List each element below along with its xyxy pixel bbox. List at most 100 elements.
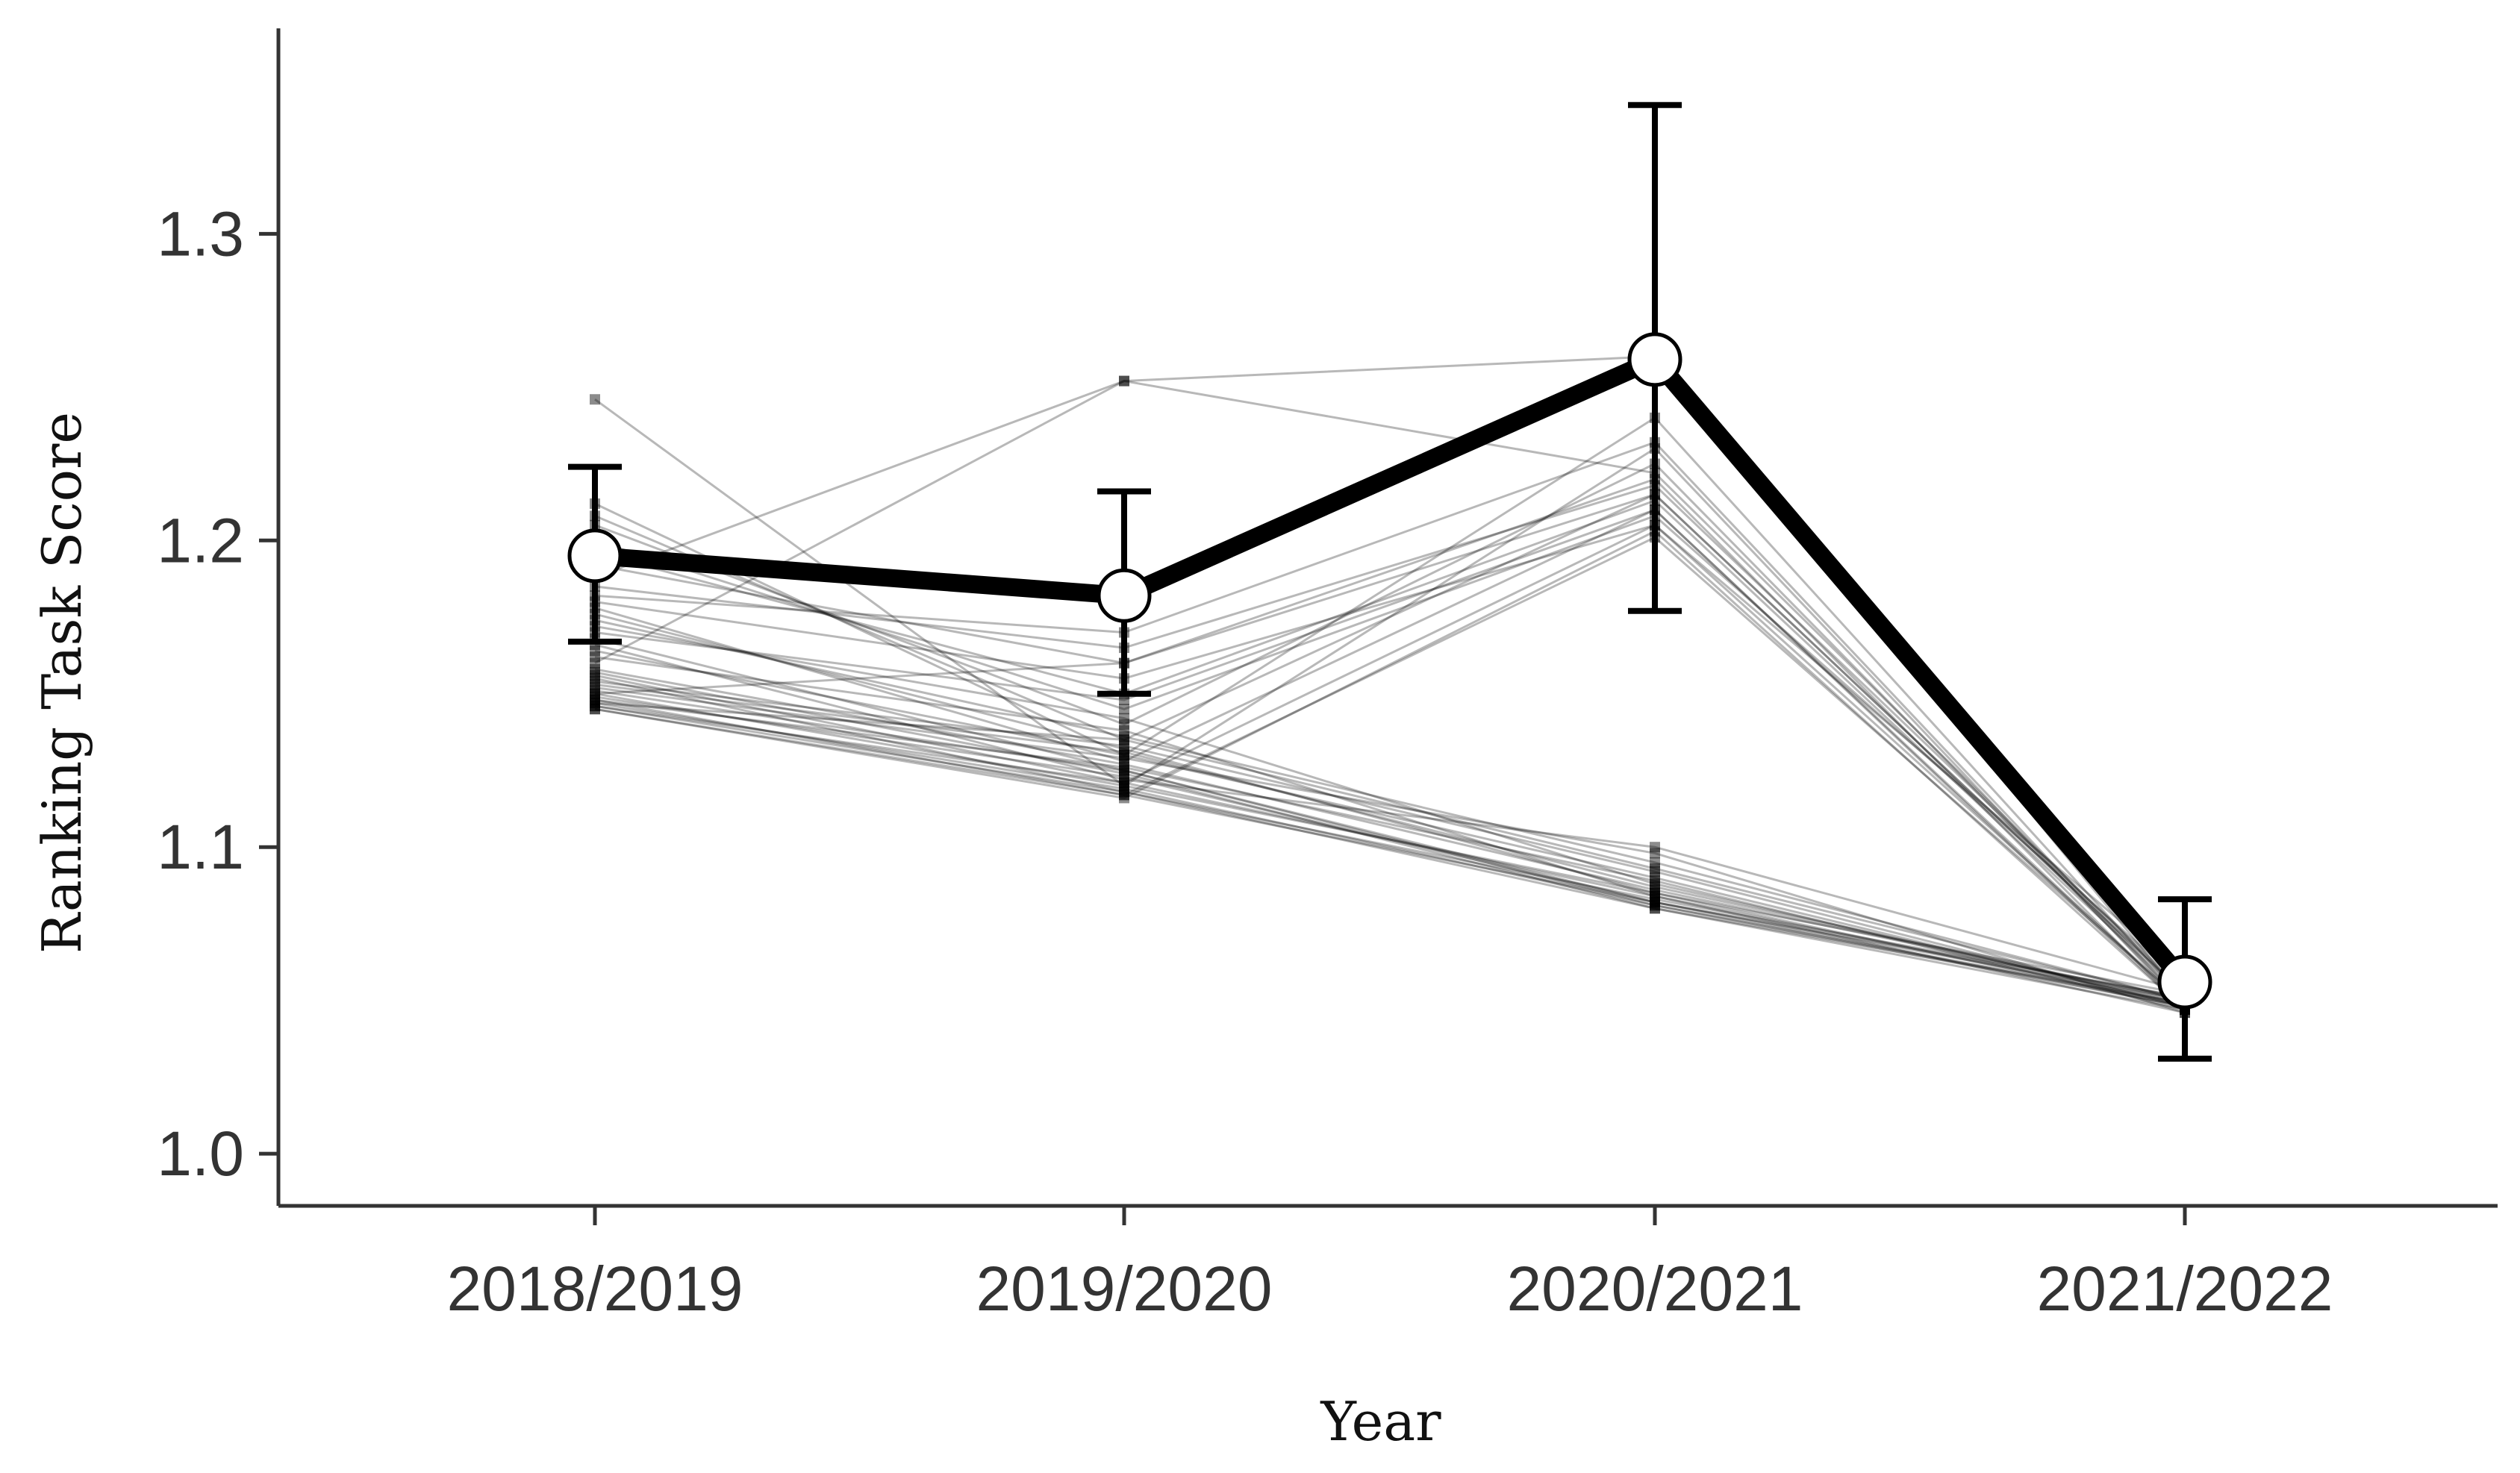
individual-point bbox=[1650, 887, 1660, 898]
individual-point bbox=[1650, 872, 1660, 884]
individual-point bbox=[1650, 890, 1660, 901]
individual-point bbox=[1650, 848, 1660, 859]
mean-point bbox=[2157, 954, 2212, 1010]
individual-line bbox=[594, 613, 2186, 995]
individual-point bbox=[1119, 375, 1129, 387]
individual-line bbox=[594, 492, 2186, 995]
individual-line bbox=[594, 698, 2186, 1011]
individual-point bbox=[590, 673, 600, 684]
individual-point bbox=[1650, 881, 1660, 892]
individual-point bbox=[1650, 897, 1660, 908]
individual-point bbox=[590, 676, 600, 687]
individual-line bbox=[594, 380, 2186, 995]
y-tick-label: 1.1 bbox=[157, 812, 244, 882]
individual-point bbox=[590, 670, 600, 681]
individual-line bbox=[594, 692, 2186, 1008]
individual-point bbox=[590, 694, 600, 705]
individual-point bbox=[1650, 857, 1660, 868]
individual-point bbox=[1119, 781, 1129, 792]
individual-line bbox=[594, 536, 2186, 1004]
individual-line bbox=[594, 508, 2186, 1007]
individual-point bbox=[1119, 762, 1129, 773]
individual-line bbox=[594, 704, 2186, 1005]
individual-point bbox=[1119, 792, 1129, 804]
individual-line bbox=[594, 478, 2186, 1011]
individual-line bbox=[594, 499, 2186, 998]
individual-point bbox=[1650, 842, 1660, 853]
individual-point bbox=[590, 704, 600, 715]
individual-point bbox=[590, 657, 600, 669]
individual-point bbox=[1119, 756, 1129, 767]
individual-point bbox=[590, 704, 600, 715]
y-ticks: 1.0 1.1 1.2 1.3 bbox=[157, 198, 278, 1189]
individual-lines bbox=[590, 351, 2190, 1019]
individual-point bbox=[1119, 713, 1129, 724]
individual-line bbox=[594, 649, 2186, 1008]
individual-point bbox=[1119, 759, 1129, 770]
individual-point bbox=[1650, 863, 1660, 874]
individual-point bbox=[1119, 777, 1129, 788]
individual-point bbox=[590, 688, 600, 699]
individual-line bbox=[594, 668, 2186, 1002]
individual-point bbox=[1119, 746, 1129, 757]
individual-line bbox=[594, 643, 2186, 992]
individual-point bbox=[590, 645, 600, 657]
individual-point bbox=[590, 691, 600, 702]
individual-line bbox=[594, 704, 2186, 1014]
individual-point bbox=[1119, 786, 1129, 798]
individual-line bbox=[594, 416, 2186, 1001]
individual-point bbox=[1650, 900, 1660, 911]
individual-line bbox=[594, 625, 2186, 1005]
individual-line bbox=[594, 701, 2186, 1002]
individual-point bbox=[1650, 900, 1660, 911]
individual-point bbox=[1119, 789, 1129, 801]
individual-line bbox=[594, 355, 2186, 1001]
individual-point bbox=[590, 694, 600, 705]
individual-point bbox=[1650, 875, 1660, 886]
mean-line bbox=[594, 350, 2192, 988]
x-axis-title: Year bbox=[1320, 1390, 1441, 1453]
individual-point bbox=[1119, 375, 1129, 387]
individual-line bbox=[594, 508, 2186, 1011]
individual-point bbox=[1650, 887, 1660, 898]
individual-point bbox=[1119, 734, 1129, 745]
individual-point bbox=[590, 701, 600, 712]
individual-line bbox=[594, 680, 2186, 1008]
individual-line bbox=[594, 530, 2186, 1011]
individual-point bbox=[1119, 771, 1129, 782]
individual-point bbox=[1119, 743, 1129, 754]
individual-point bbox=[590, 679, 600, 690]
individual-point bbox=[1119, 731, 1129, 742]
mean-series bbox=[567, 101, 2212, 1062]
individual-point bbox=[1650, 878, 1660, 889]
individual-line bbox=[594, 695, 2186, 1002]
individual-point bbox=[1650, 894, 1660, 905]
x-tick-label: 2018/2019 bbox=[446, 1254, 743, 1324]
individual-line bbox=[594, 619, 2186, 1002]
individual-line bbox=[594, 637, 2186, 999]
individual-point bbox=[1650, 890, 1660, 901]
y-tick-label: 1.2 bbox=[157, 505, 244, 575]
individual-point bbox=[1119, 786, 1129, 798]
y-tick-label: 1.0 bbox=[157, 1119, 244, 1189]
individual-point bbox=[590, 688, 600, 699]
individual-point bbox=[1119, 749, 1129, 760]
individual-point bbox=[1119, 694, 1129, 705]
mean-point bbox=[1627, 332, 1682, 387]
individual-point bbox=[590, 698, 600, 709]
x-tick-label: 2020/2021 bbox=[1506, 1254, 1803, 1324]
individual-point bbox=[1119, 768, 1129, 779]
individual-line bbox=[594, 441, 2186, 1004]
individual-point bbox=[1119, 725, 1129, 736]
x-ticks: 2018/2019 2019/2020 2020/2021 2021/2022 bbox=[446, 1206, 2333, 1324]
individual-point bbox=[1119, 753, 1129, 764]
y-tick-label: 1.3 bbox=[157, 198, 244, 269]
mean-point bbox=[567, 528, 623, 584]
x-tick-label: 2021/2022 bbox=[2036, 1254, 2333, 1324]
individual-point bbox=[1650, 866, 1660, 878]
mean-point bbox=[1097, 568, 1152, 623]
individual-line bbox=[594, 484, 2186, 992]
individual-point bbox=[1119, 765, 1129, 776]
individual-line bbox=[594, 398, 2186, 1007]
